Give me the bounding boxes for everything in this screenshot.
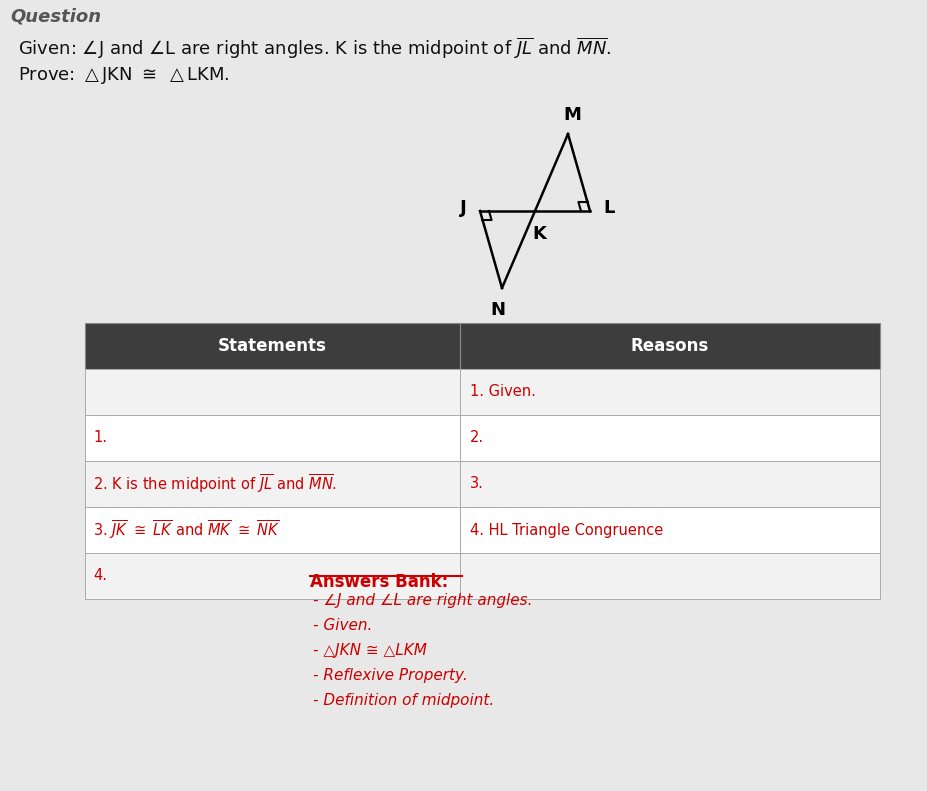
Text: 1. Given.: 1. Given. <box>470 384 536 399</box>
Bar <box>460 507 880 553</box>
Text: Prove: $\triangle$JKN $\cong$ $\triangle$LKM.: Prove: $\triangle$JKN $\cong$ $\triangle… <box>18 65 230 86</box>
Text: Given: $\angle$J and $\angle$L are right angles. K is the midpoint of $\overline: Given: $\angle$J and $\angle$L are right… <box>18 36 612 62</box>
Text: 3.: 3. <box>470 476 484 491</box>
Bar <box>85 553 460 599</box>
Text: Question: Question <box>10 8 101 26</box>
Text: - Given.: - Given. <box>313 618 373 633</box>
Text: M: M <box>563 106 581 124</box>
Text: - Reflexive Property.: - Reflexive Property. <box>313 668 468 683</box>
Text: 2.: 2. <box>470 430 484 445</box>
Bar <box>85 369 460 415</box>
Text: Statements: Statements <box>218 337 327 355</box>
Text: 4. HL Triangle Congruence: 4. HL Triangle Congruence <box>470 523 663 538</box>
Text: N: N <box>490 301 505 319</box>
Text: - Definition of midpoint.: - Definition of midpoint. <box>313 693 494 708</box>
Text: J: J <box>460 199 467 217</box>
Bar <box>460 553 880 599</box>
Bar <box>460 323 880 369</box>
Text: Reasons: Reasons <box>631 337 709 355</box>
Text: 1.: 1. <box>93 430 107 445</box>
Text: 4.: 4. <box>93 569 107 584</box>
Bar <box>460 461 880 507</box>
Text: - ∠J and ∠L are right angles.: - ∠J and ∠L are right angles. <box>313 593 532 608</box>
Text: 2. K is the midpoint of $\overline{JL}$ and $\overline{MN}$.: 2. K is the midpoint of $\overline{JL}$ … <box>93 472 337 496</box>
Bar <box>85 461 460 507</box>
Bar <box>85 507 460 553</box>
Text: - △JKN ≅ △LKM: - △JKN ≅ △LKM <box>313 643 426 658</box>
Text: K: K <box>532 225 546 243</box>
Text: L: L <box>603 199 615 217</box>
Bar <box>85 415 460 461</box>
Text: 3. $\overline{JK}$ $\cong$ $\overline{LK}$ and $\overline{MK}$ $\cong$ $\overlin: 3. $\overline{JK}$ $\cong$ $\overline{LK… <box>93 518 280 542</box>
Bar <box>460 415 880 461</box>
Text: Answers Bank:: Answers Bank: <box>310 573 449 591</box>
Bar <box>85 323 460 369</box>
Bar <box>460 369 880 415</box>
